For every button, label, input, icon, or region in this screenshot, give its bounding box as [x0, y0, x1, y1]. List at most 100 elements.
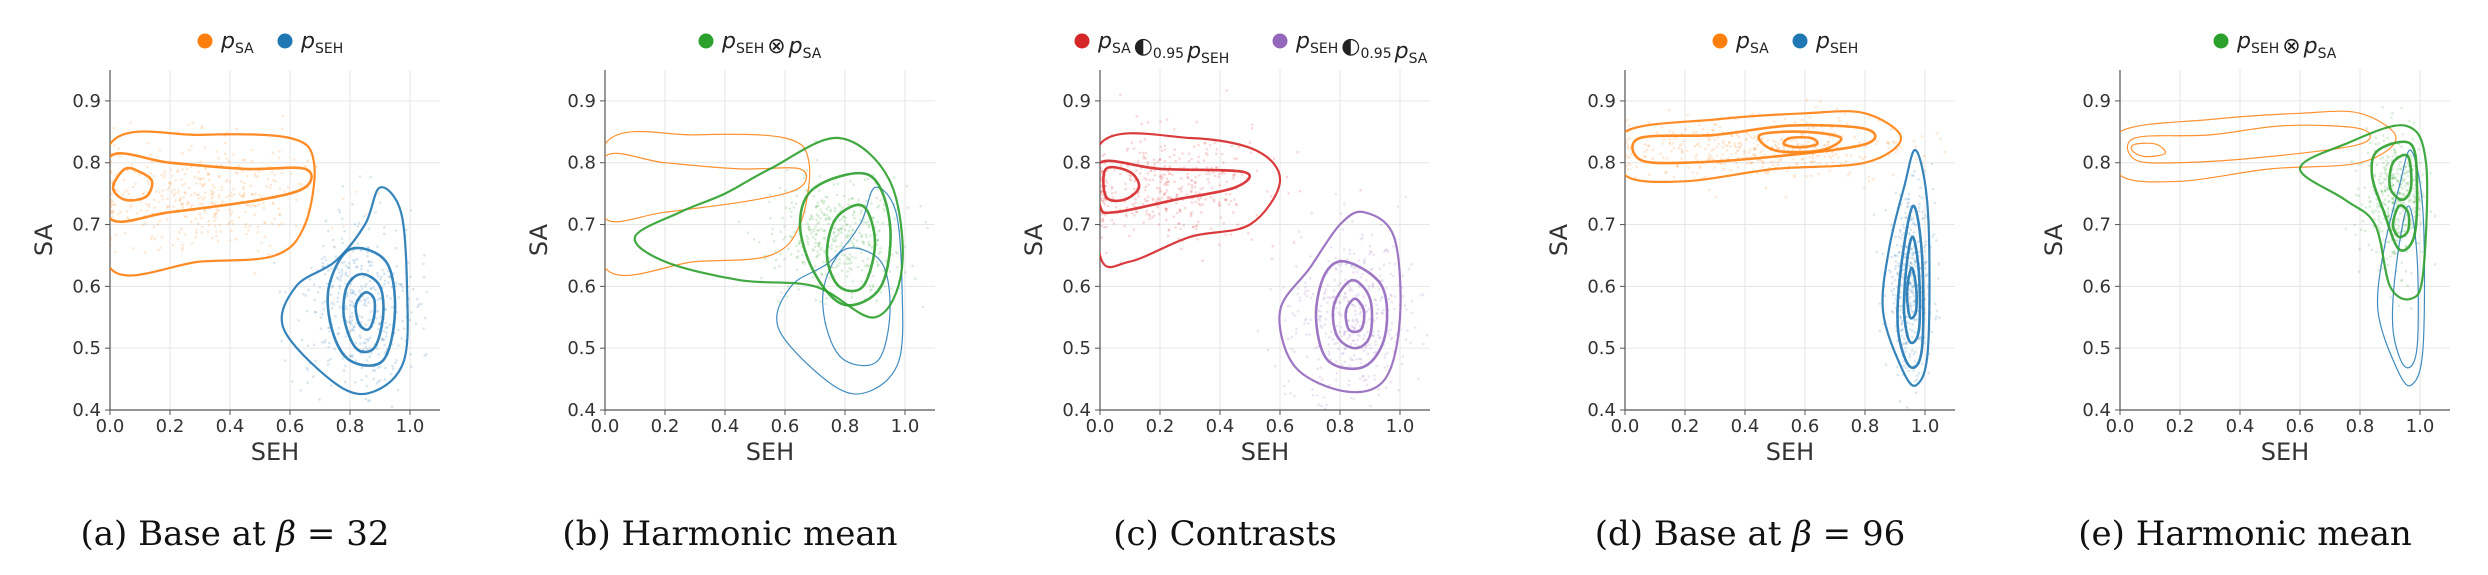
- scatter-point: [763, 254, 767, 257]
- scatter-point: [1861, 157, 1865, 160]
- scatter-point: [380, 275, 383, 279]
- scatter-point: [1148, 217, 1151, 220]
- scatter-point: [2409, 198, 2413, 202]
- scatter-point: [1119, 172, 1122, 176]
- scatter-point: [2392, 176, 2396, 180]
- scatter-point: [1903, 264, 1906, 268]
- scatter-point: [1896, 373, 1900, 377]
- scatter-point: [351, 291, 354, 295]
- scatter-point: [1151, 210, 1155, 213]
- scatter-point: [1771, 163, 1775, 167]
- scatter-point: [1111, 196, 1115, 199]
- scatter-point: [358, 314, 361, 318]
- scatter-point: [331, 284, 335, 288]
- scatter-point: [2403, 194, 2407, 198]
- scatter-point: [1159, 120, 1162, 123]
- x-tick-label: 1.0: [2406, 416, 2435, 437]
- scatter-point: [1381, 295, 1384, 299]
- scatter-point: [1287, 192, 1290, 195]
- scatter-point: [1905, 245, 1909, 248]
- scatter-point: [903, 245, 907, 248]
- scatter-point: [1147, 183, 1150, 187]
- scatter-point: [1661, 142, 1665, 145]
- scatter-point: [1368, 318, 1371, 321]
- scatter-point: [1912, 257, 1915, 260]
- scatter-point: [1159, 145, 1162, 149]
- scatter-point: [1899, 228, 1902, 232]
- scatter-point: [812, 194, 816, 198]
- scatter-point: [2387, 156, 2390, 159]
- scatter-point: [2392, 184, 2395, 187]
- scatter-point: [1355, 358, 1358, 361]
- scatter-point: [389, 372, 393, 376]
- scatter-point: [314, 310, 318, 314]
- contours-pseh: [280, 186, 409, 396]
- scatter-point: [1900, 283, 1904, 287]
- scatter-point: [1367, 375, 1371, 378]
- scatter-point: [277, 223, 281, 227]
- scatter-point: [1199, 196, 1203, 200]
- scatter-point: [1138, 151, 1142, 155]
- scatter-point: [737, 220, 741, 223]
- scatter-point: [172, 205, 175, 209]
- scatter-point: [1903, 256, 1907, 259]
- scatter-point: [2393, 149, 2397, 152]
- scatter-point: [2391, 177, 2394, 181]
- scatter-point: [2387, 207, 2390, 211]
- scatter-point: [1231, 211, 1235, 214]
- scatter-point: [1713, 166, 1716, 169]
- scatter-point: [1166, 234, 1170, 238]
- scatter-point: [272, 178, 275, 182]
- scatter-point: [1644, 155, 1647, 158]
- scatter-point: [2361, 219, 2365, 223]
- scatter-point: [2380, 267, 2384, 270]
- scatter-point: [156, 222, 160, 226]
- scatter-point: [2382, 166, 2386, 169]
- scatter-point: [181, 206, 184, 209]
- scatter-point: [176, 237, 180, 240]
- scatter-point: [324, 258, 328, 262]
- scatter-point: [1124, 182, 1127, 186]
- x-tick-label: 0.8: [1851, 416, 1880, 437]
- scatter-point: [1912, 369, 1915, 372]
- contours-psa-faint-: [2120, 110, 2397, 183]
- scatter-point: [1369, 346, 1372, 350]
- scatter-point: [1867, 179, 1871, 183]
- scatter-point: [250, 193, 254, 196]
- scatter-point: [829, 208, 833, 212]
- scatter-point: [266, 177, 270, 181]
- scatter-point: [229, 191, 233, 194]
- scatter-point: [1189, 190, 1193, 194]
- panel-e: 0.0 0.2 0.4 0.6 0.8 1.00.40.50.60.70.80.9SEHS…: [2040, 29, 2450, 554]
- scatter-point: [818, 241, 821, 245]
- scatter-point: [370, 264, 374, 267]
- scatter-point: [1776, 147, 1780, 150]
- scatter-point: [2401, 133, 2404, 136]
- scatter-point: [1251, 123, 1254, 127]
- scatter-point: [1935, 309, 1939, 313]
- scatter-point: [355, 190, 358, 193]
- scatter-point: [1890, 281, 1894, 285]
- scatter-point: [1151, 216, 1154, 219]
- scatter-point: [1307, 322, 1310, 325]
- scatter-point: [2410, 272, 2413, 275]
- y-tick-label: 0.5: [2082, 338, 2111, 359]
- scatter-point: [1680, 157, 1683, 160]
- scatter-point: [783, 225, 786, 228]
- scatter-point: [1921, 196, 1924, 200]
- scatter-point: [328, 330, 331, 333]
- scatter-point: [1727, 141, 1731, 144]
- scatter-point: [845, 223, 848, 226]
- scatter-point: [300, 183, 304, 186]
- scatter-point: [1225, 198, 1228, 202]
- scatter-point: [781, 216, 784, 220]
- scatter-point: [372, 286, 375, 289]
- scatter-point: [1175, 211, 1179, 215]
- scatter-point: [1818, 162, 1821, 165]
- scatter-point: [1334, 192, 1338, 196]
- scatter-point: [883, 285, 886, 288]
- scatter-point: [1158, 198, 1161, 201]
- scatter-point: [1912, 300, 1915, 304]
- scatter-point: [1672, 176, 1676, 179]
- scatter-point: [852, 237, 856, 241]
